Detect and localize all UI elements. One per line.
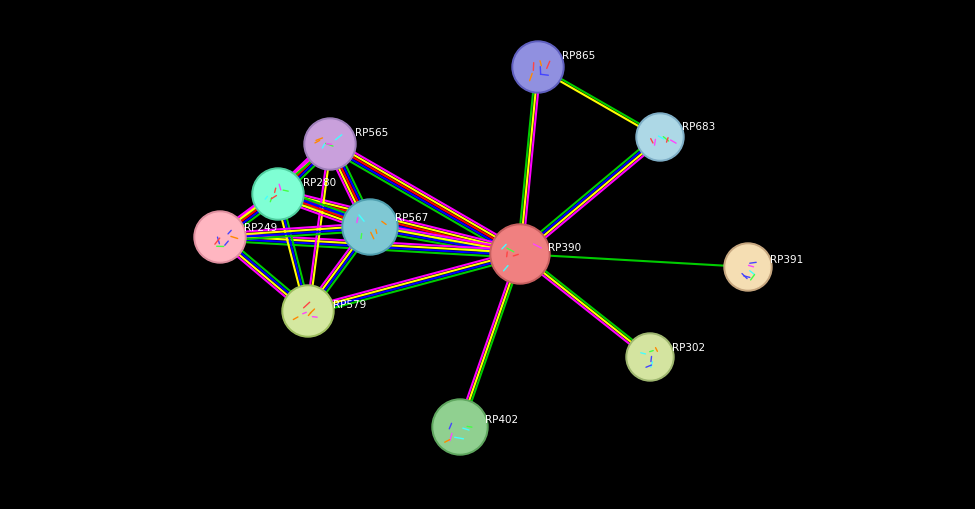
Circle shape [284, 288, 332, 335]
Circle shape [724, 243, 772, 292]
Circle shape [252, 168, 304, 220]
Text: RP402: RP402 [485, 414, 518, 424]
Circle shape [342, 200, 398, 256]
Circle shape [636, 114, 684, 162]
Circle shape [196, 214, 244, 262]
Circle shape [306, 121, 354, 168]
Text: RP390: RP390 [548, 242, 581, 252]
Circle shape [626, 333, 674, 381]
Circle shape [492, 227, 548, 282]
Text: RP565: RP565 [355, 128, 388, 138]
Circle shape [344, 202, 396, 253]
Circle shape [282, 286, 334, 337]
Circle shape [628, 335, 672, 379]
Text: RP391: RP391 [770, 254, 803, 265]
Circle shape [434, 401, 486, 453]
Circle shape [638, 116, 682, 160]
Text: RP683: RP683 [682, 122, 716, 132]
Text: RP865: RP865 [562, 51, 596, 61]
Circle shape [254, 171, 302, 218]
Circle shape [304, 119, 356, 171]
Text: RP280: RP280 [303, 178, 336, 188]
Circle shape [194, 212, 246, 264]
Circle shape [512, 42, 564, 94]
Circle shape [432, 399, 488, 455]
Text: RP579: RP579 [333, 299, 367, 309]
Circle shape [514, 44, 562, 92]
Text: RP302: RP302 [672, 343, 705, 352]
Circle shape [726, 245, 770, 290]
Text: RP567: RP567 [395, 213, 428, 222]
Text: RP249: RP249 [244, 222, 277, 233]
Circle shape [490, 224, 550, 285]
